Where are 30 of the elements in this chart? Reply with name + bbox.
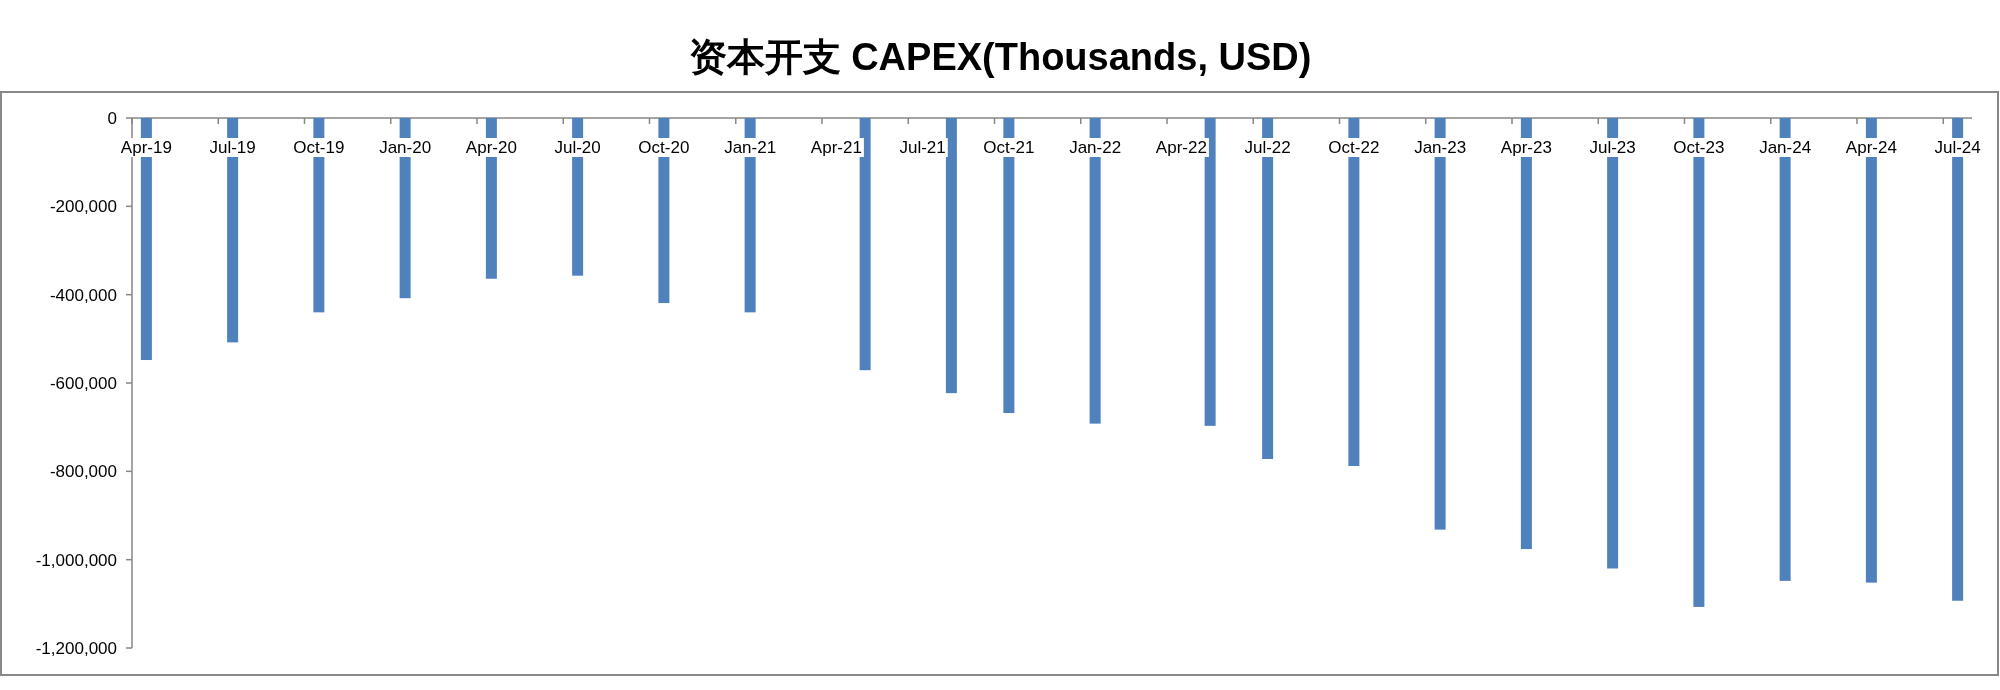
x-tick-label: Jul-23 <box>1589 138 1636 157</box>
x-tick-label: Apr-23 <box>1500 138 1552 157</box>
x-tick-label: Jul-21 <box>899 138 946 157</box>
x-tick-label: Jul-24 <box>1934 138 1981 157</box>
x-tick-label: Jul-22 <box>1244 138 1291 157</box>
x-tick-label: Oct-19 <box>293 138 345 157</box>
x-tick-label: Jan-20 <box>379 138 432 157</box>
x-tick-label: Apr-24 <box>1845 138 1897 157</box>
x-tick-label: Oct-23 <box>1673 138 1725 157</box>
x-tick-label: Apr-20 <box>465 138 517 157</box>
x-tick-label: Oct-22 <box>1328 138 1380 157</box>
y-tick-label: -800,000 <box>49 462 117 482</box>
x-tick-label: Jul-19 <box>209 138 256 157</box>
y-tick-label: -1,200,000 <box>35 639 117 658</box>
x-tick-label: Jan-24 <box>1759 138 1812 157</box>
x-tick-label: Apr-22 <box>1155 138 1207 157</box>
x-tick-label: Apr-19 <box>120 138 172 157</box>
x-tick-label: Jan-22 <box>1069 138 1122 157</box>
x-tick-label: Oct-20 <box>638 138 690 157</box>
chart-title: 资本开支 CAPEX(Thousands, USD) <box>688 36 1312 78</box>
x-tick-label: Jan-21 <box>724 138 777 157</box>
x-tick-label: Oct-21 <box>983 138 1035 157</box>
y-tick-label: -200,000 <box>49 197 117 217</box>
y-tick-label: -1,000,000 <box>35 550 117 570</box>
x-tick-label: Jul-20 <box>554 138 601 157</box>
y-tick-label: -600,000 <box>49 374 117 393</box>
y-tick-label: 0 <box>107 109 117 128</box>
x-tick-label: Jan-23 <box>1414 138 1467 157</box>
x-tick-label: Apr-21 <box>810 138 862 157</box>
y-tick-label: -400,000 <box>49 285 117 305</box>
